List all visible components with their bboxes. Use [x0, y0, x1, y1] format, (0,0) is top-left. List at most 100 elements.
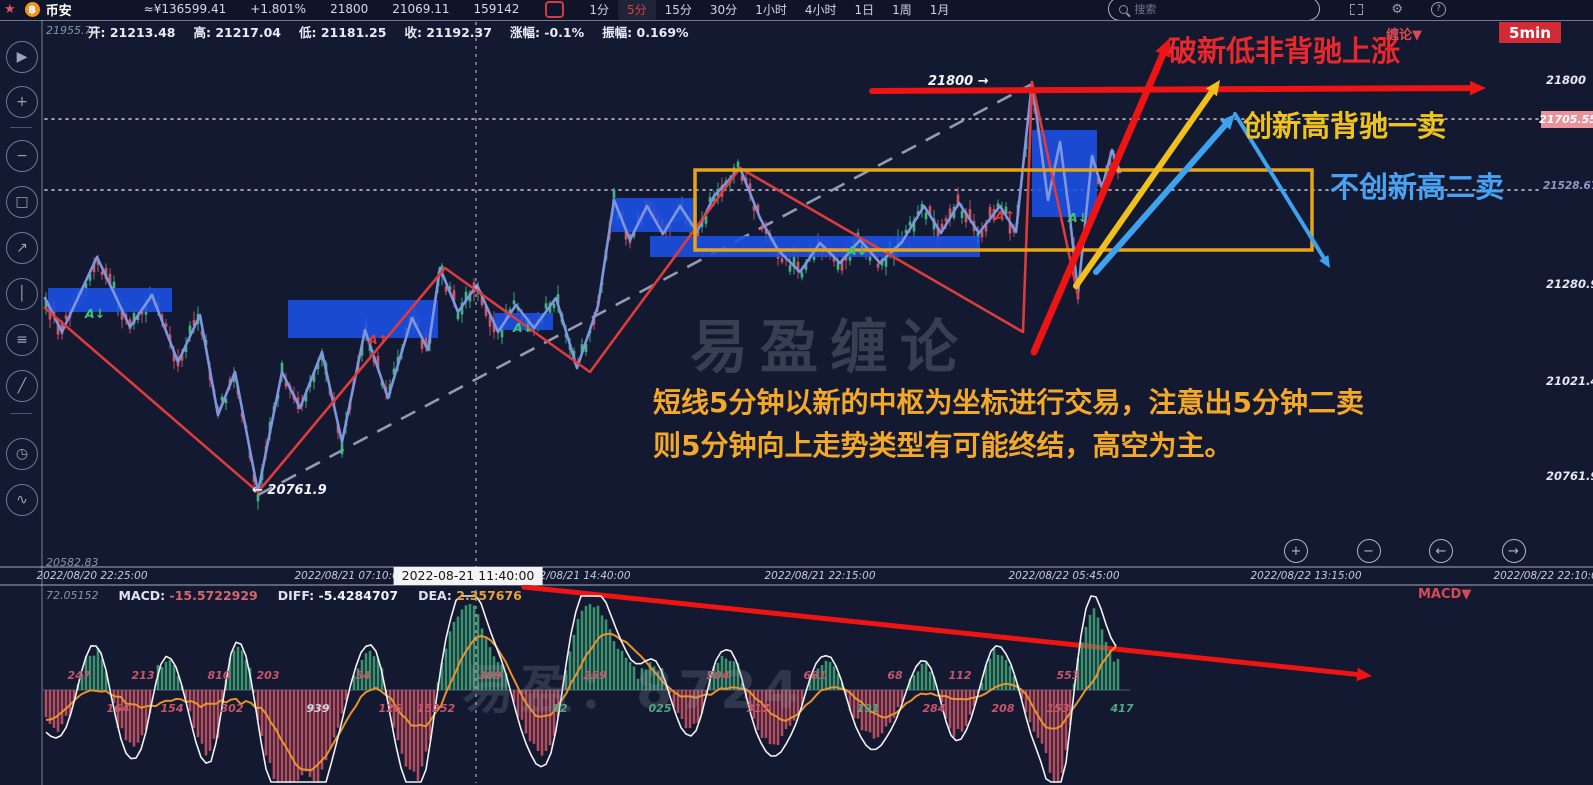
timeframe-tab-1分[interactable]: 1分: [589, 2, 609, 17]
zoom-out-button[interactable]: −: [1356, 539, 1381, 563]
watermark-macd: 易盈：8724: [462, 661, 805, 721]
fullscreen-icon[interactable]: [1350, 3, 1364, 15]
chanlun-indicator-select[interactable]: 缠论▼: [1386, 28, 1422, 43]
annotation-blue-note: 不创新高二卖: [1330, 170, 1505, 204]
kline-style-icon[interactable]: [545, 0, 565, 18]
pivot-zone-box: [495, 313, 553, 330]
blue-down-arrow: [1233, 112, 1326, 260]
macd-lower-number: 191: [856, 702, 880, 715]
macd-diff-line: [45, 595, 1117, 783]
pen-line: [43, 80, 1122, 494]
macd-header: 72.05152 MACD: -15.5722929 DIFF: -5.4284…: [46, 588, 522, 603]
timeframe-tab-30分[interactable]: 30分: [709, 2, 738, 17]
macd-lower-number: 126: [378, 702, 402, 715]
toolbar-divider: [10, 413, 32, 414]
red-breakout-arrow: [1030, 51, 1167, 356]
buy-marker: A↑: [994, 208, 1015, 223]
toolbar-add-icon[interactable]: +: [6, 86, 38, 118]
blue-up-arrow-head: [1220, 114, 1235, 130]
macd-trend-arrow-head: [1356, 667, 1372, 682]
search-input[interactable]: 搜索: [1108, 0, 1321, 20]
settings-gear-icon[interactable]: ⚙: [1391, 1, 1404, 17]
pan-left-button[interactable]: ←: [1429, 539, 1453, 563]
pivot-zone-box: [612, 198, 697, 232]
toolbar-wave-tool-icon[interactable]: ∿: [6, 484, 38, 516]
timeframe-tabs: 1分 5分 15分 30分 1小时 4小时 1日 1周 1月: [580, 0, 958, 20]
toolbar-pencil-tool-icon[interactable]: ╱: [6, 370, 38, 402]
macd-lower-number: 154: [160, 702, 184, 715]
macd-lower-number: 025: [648, 702, 672, 715]
time-axis-label: 2022/08/20 22:25:00: [36, 570, 148, 582]
favorite-star-icon[interactable]: ★: [4, 1, 16, 17]
red-breakout-arrow-head: [1155, 38, 1171, 58]
toolbar-alarm-icon[interactable]: ◷: [6, 438, 38, 470]
chart-top-price-label: 21955.72: [46, 24, 99, 37]
price-axis-label: 21528.67: [1543, 180, 1593, 192]
macd-lower-number: 52: [552, 702, 568, 715]
pivot-zone-box: [288, 300, 438, 338]
sell-marker: A↓: [84, 306, 105, 321]
ohlc-field: 涨幅: -0.1%: [509, 25, 585, 40]
timeframe-tab-1周[interactable]: 1周: [892, 2, 912, 17]
macd-lower-number: 284: [922, 702, 946, 715]
timeframe-tab-5分[interactable]: 5分: [617, 0, 656, 20]
yellow-sell1-arrow-head: [1205, 80, 1220, 97]
price-axis-label: 21800: [1546, 73, 1587, 87]
macd-upper-number: 112: [948, 669, 972, 682]
timeframe-tab-1月[interactable]: 1月: [929, 2, 950, 17]
timeframe-tab-1小时[interactable]: 1小时: [755, 2, 787, 17]
annotation-yellow-note: 创新高背驰一卖: [1243, 109, 1447, 143]
annotation-red-note: 破新低非背驰上涨: [1168, 34, 1401, 68]
timeframe-tab-1日[interactable]: 1日: [854, 2, 875, 17]
blue-down-arrow-head: [1319, 254, 1330, 268]
toolbar-minus-icon[interactable]: −: [6, 140, 38, 172]
macd-lower-number: 164: [106, 702, 130, 715]
macd-upper-number: 504: [706, 669, 730, 682]
macd-upper-number: 681: [803, 669, 827, 682]
blue-up-arrow: [1093, 122, 1229, 275]
toolbar-fib-tool-icon[interactable]: ≡: [6, 324, 38, 356]
toolbar-trendline-tool-icon[interactable]: ↗: [6, 232, 38, 264]
toolbar-cursor-icon[interactable]: ▶: [6, 41, 38, 73]
exchange-name[interactable]: 币安: [45, 3, 72, 19]
sell-marker: A↓: [846, 243, 867, 258]
macd-lower-number: 153: [1046, 702, 1070, 715]
macd-indicator-select[interactable]: MACD▼: [1418, 587, 1472, 602]
macd-upper-number: 553: [1056, 669, 1080, 682]
zoom-in-button[interactable]: +: [1284, 539, 1308, 563]
timeframe-tab-4小时[interactable]: 4小时: [804, 2, 837, 17]
price-axis-label: 21280.95: [1546, 277, 1593, 291]
toolbar-rect-tool-icon[interactable]: □: [6, 186, 38, 218]
macd-lower-number: 939: [306, 702, 330, 715]
top-navbar: ★ ฿ 币安 ≈¥136599.41 +1.801% 21800 21069.1…: [0, 0, 1593, 20]
macd-upper-number: 309: [478, 669, 502, 682]
low-24h: 21069.11: [392, 2, 450, 16]
volume-24h: 159142: [473, 2, 520, 16]
btc-coin-icon: ฿: [24, 1, 40, 17]
macd-upper-number: 68: [887, 669, 903, 682]
peak-price-label: 21800 →: [928, 74, 989, 89]
macd-lower-number: 302: [220, 702, 244, 715]
pan-right-button[interactable]: →: [1501, 539, 1526, 563]
help-circle-icon[interactable]: ?: [1431, 1, 1447, 17]
low-price-label: ← 20761.9: [252, 483, 327, 498]
timeframe-tab-15分[interactable]: 15分: [664, 2, 692, 17]
highlight-range-box: [693, 168, 1314, 252]
toolbar-vertical-line-tool-icon[interactable]: │: [6, 278, 38, 310]
yellow-sell1-arrow: [1073, 89, 1215, 289]
time-axis-label: 2022/08/21 14:40:00: [519, 570, 631, 582]
macd-dea-line: [45, 632, 1117, 772]
macd-upper-number: 203: [256, 669, 280, 682]
time-axis-label: 2022/08/22 05:45:00: [1008, 570, 1120, 582]
ohlc-field: 低: 21181.25: [298, 25, 387, 40]
macd-lower-number: 15252: [416, 702, 456, 715]
macd-upper-number: 247: [67, 669, 91, 682]
segment-line: [43, 80, 1080, 494]
high-24h: 21800: [330, 2, 369, 16]
dashed-trendline: [257, 82, 1033, 497]
time-axis-label: 2022/08/21 07:10:00: [294, 570, 406, 582]
toolbar-divider: [10, 127, 32, 128]
macd-upper-number: 54: [355, 669, 371, 682]
macd-lower-number: 417: [1110, 702, 1134, 715]
